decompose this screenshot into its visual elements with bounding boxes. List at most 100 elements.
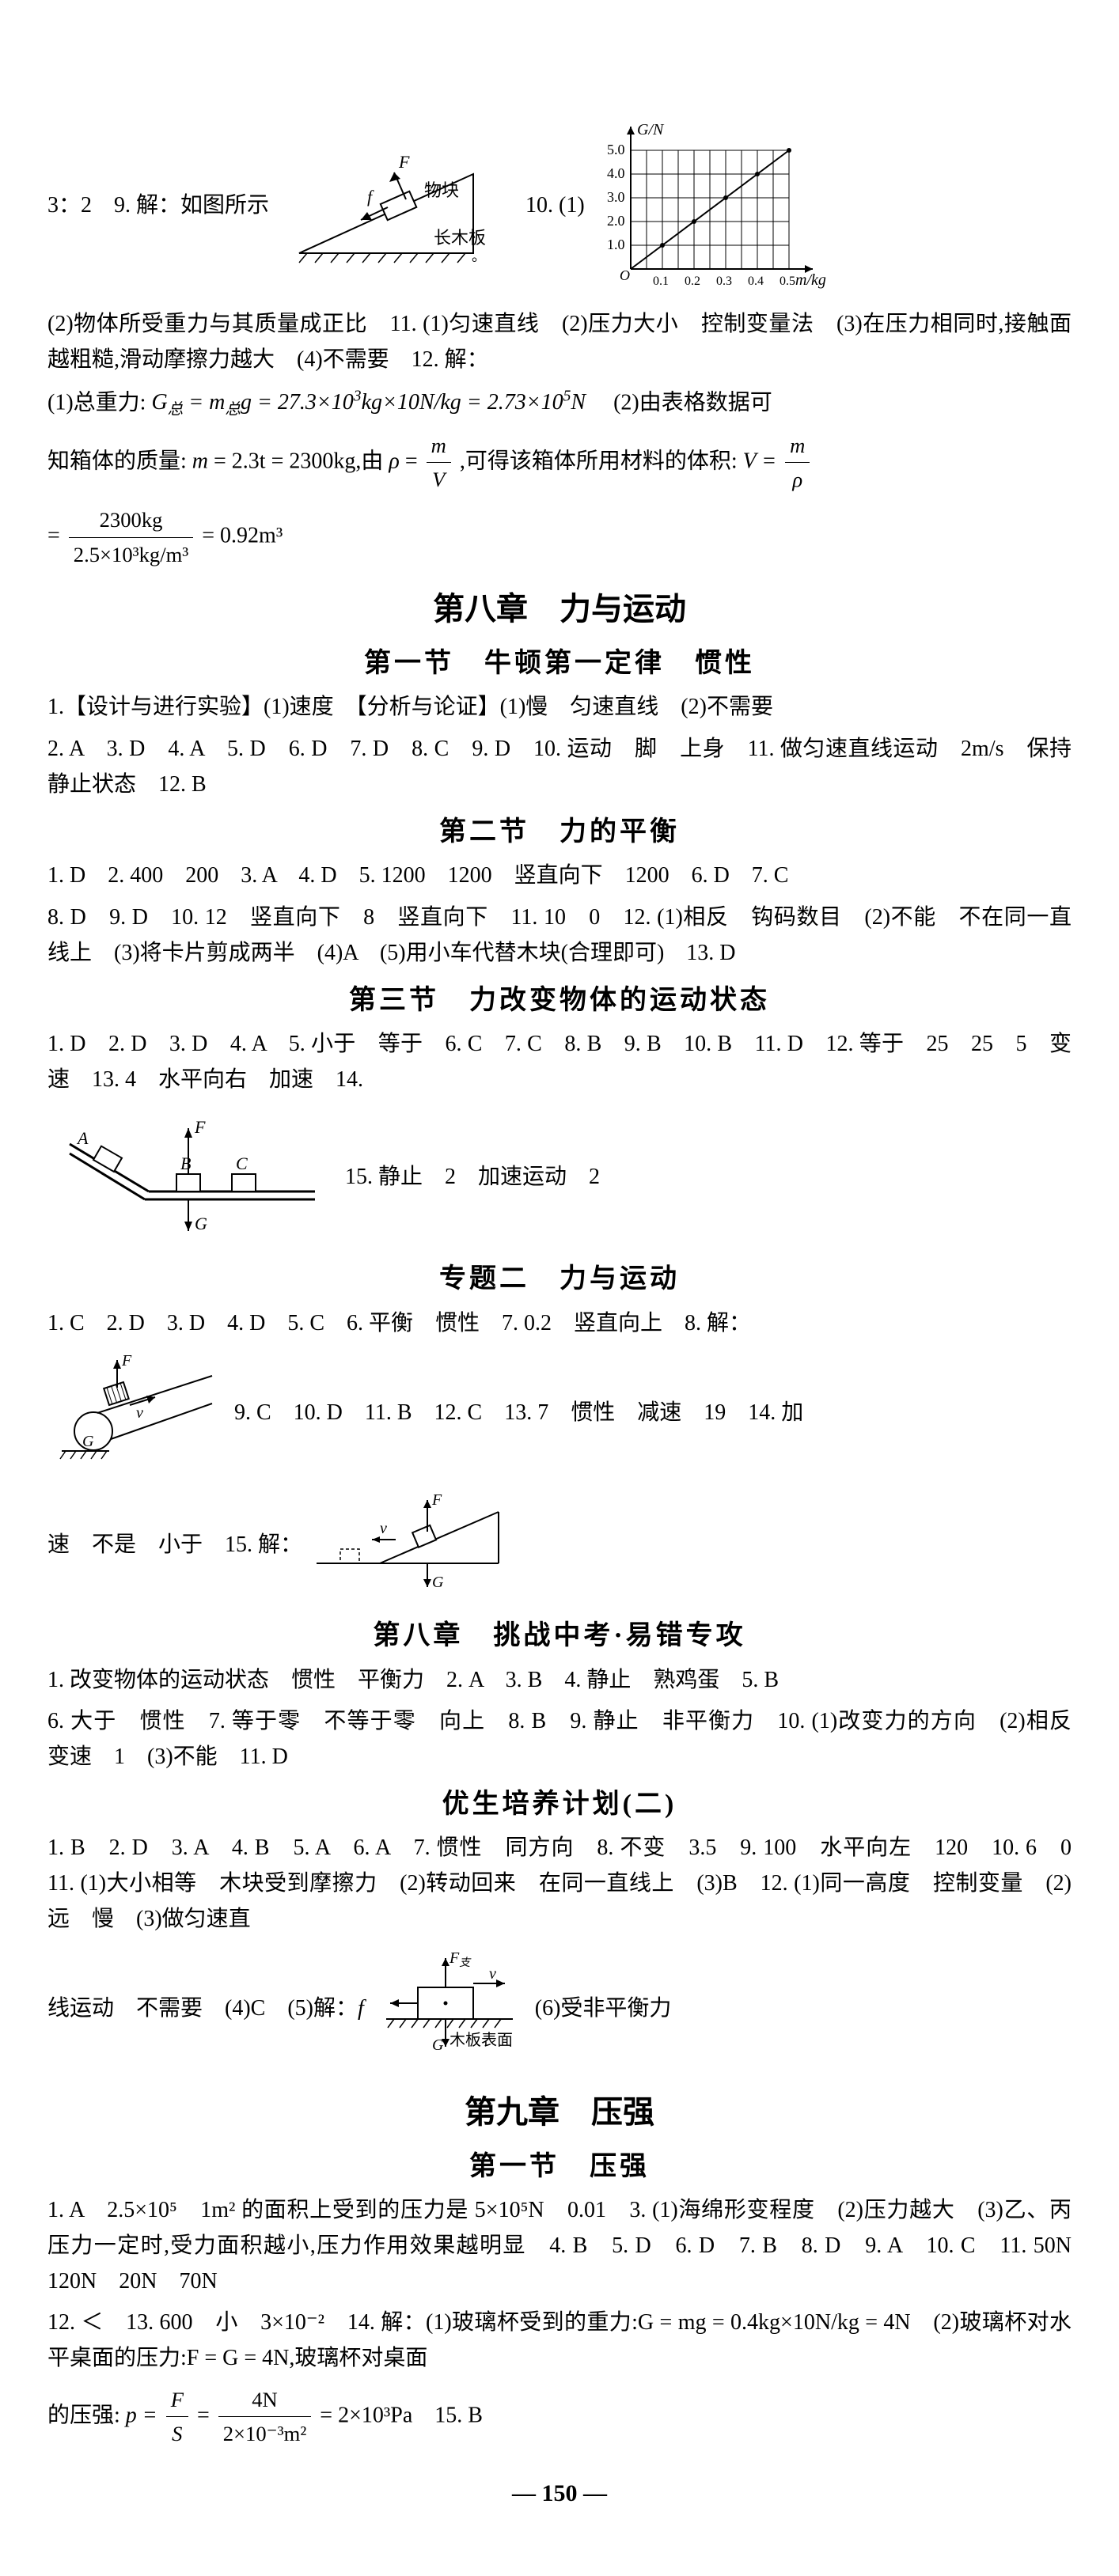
- ch8-s1-l2: 2. A 3. D 4. A 5. D 6. D 7. D 8. C 9. D …: [47, 732, 1072, 803]
- svg-text:G: G: [195, 1214, 207, 1233]
- bf-num: 2300kg: [69, 503, 193, 538]
- rho-frac: m V: [427, 429, 451, 497]
- svg-text:v: v: [136, 1404, 143, 1422]
- ch8-s2-title: 第二节 力的平衡: [47, 811, 1072, 854]
- chapter9-title: 第九章 压强: [47, 2087, 1072, 2138]
- ch8-s3-l2: 15. 静止 2 加速运动 2: [345, 1160, 600, 1195]
- t3-post: (2)由表格数据可: [591, 390, 772, 415]
- svg-text:长木板: 长木板: [434, 228, 486, 248]
- t3-pre: (1)总重力:: [47, 390, 146, 415]
- top-line5: = 2300kg 2.5×10³kg/m³ = 0.92m³: [47, 503, 1072, 571]
- ch9-s1-title: 第一节 压强: [47, 2146, 1072, 2188]
- svg-text:0.3: 0.3: [716, 275, 732, 288]
- ch8-s3-l1: 1. D 2. D 3. D 4. A 5. 小于 等于 6. C 7. C 8…: [47, 1027, 1072, 1098]
- l3-post: = 2×10³Pa 15. B: [320, 2403, 483, 2427]
- svg-text:F支: F支: [449, 1949, 472, 1969]
- fs-num: F: [166, 2383, 188, 2418]
- svg-text:G: G: [82, 1433, 94, 1450]
- text-3-2: 3：2 9. 解：如图所示: [47, 188, 269, 224]
- big-frac: 2300kg 2.5×10³kg/m³: [69, 503, 193, 571]
- ch8-topic2-title: 专题二 力与运动: [47, 1258, 1072, 1301]
- pressure-frac: 4N 2×10⁻³m²: [218, 2383, 312, 2451]
- svg-text:O: O: [620, 267, 630, 283]
- svg-text:F: F: [194, 1117, 206, 1137]
- t4-mass: m = 2.3t = 2300kg,由 ρ =: [192, 449, 423, 473]
- fs-frac: F S: [166, 2383, 188, 2451]
- v-eq: V =: [743, 449, 783, 473]
- bf-den: 2.5×10³kg/m³: [69, 538, 193, 572]
- t4-mid: ,可得该箱体所用材料的体积:: [460, 449, 738, 473]
- svg-text:G: G: [432, 1574, 444, 1591]
- svg-text:3.0: 3.0: [607, 189, 625, 205]
- ch8-s3-title: 第三节 力改变物体的运动状态: [47, 979, 1072, 1022]
- ch8-t2-l3-row: 速 不是 小于 15. 解： v F G: [47, 1484, 1072, 1607]
- svg-text:G: G: [432, 2036, 444, 2054]
- svg-text:v: v: [380, 1520, 387, 1537]
- pf-den: 2×10⁻³m²: [218, 2417, 312, 2451]
- svg-text:f: f: [367, 187, 374, 206]
- rho-num: m: [427, 429, 451, 464]
- svg-text:F: F: [398, 152, 410, 172]
- top-line4: 知箱体的质量: m = 2.3t = 2300kg,由 ρ = m V ,可得该…: [47, 429, 1072, 497]
- conveyor-diagram: F v G: [54, 1348, 228, 1479]
- ch9-s1-l2: 12. ＜ 13. 600 小 3×10⁻² 14. 解：(1)玻璃杯受到的重力…: [47, 2305, 1072, 2377]
- ch8-t2-diagram1-row: F v G 9. C 10. D 11. B 12. C 13. 7 惯性 减速…: [47, 1348, 1072, 1479]
- svg-text:v: v: [489, 1965, 496, 1983]
- ch8-p2-l2-row: 线运动 不需要 (4)C (5)解： f: [47, 1944, 1072, 2074]
- ch8-p2-l2-post: (6)受非平衡力: [535, 1991, 672, 2027]
- svg-text:1.0: 1.0: [607, 237, 625, 252]
- l3-pre: 的压强:: [47, 2403, 120, 2427]
- svg-text:0.2: 0.2: [685, 275, 700, 288]
- svg-text:。: 。: [472, 248, 486, 264]
- svg-text:0.4: 0.4: [748, 275, 764, 288]
- svg-text:C: C: [236, 1154, 248, 1173]
- ch8-s2-l1: 1. D 2. 400 200 3. A 4. D 5. 1200 1200 竖…: [47, 858, 1072, 894]
- ch8-s1-title: 第一节 牛顿第一定律 惯性: [47, 642, 1072, 685]
- block-surface-diagram: v F支 G 木板表面: [370, 1944, 529, 2074]
- t3-formula: G总 = m总g = 27.3×103kg×10N/kg = 2.73×105N: [151, 390, 586, 415]
- top-line2: (2)物体所受重力与其质量成正比 11. (1)匀速直线 (2)压力大小 控制变…: [47, 307, 1072, 378]
- f-label: f: [358, 1991, 364, 2027]
- mr-den: ρ: [785, 463, 810, 497]
- ch9-s1-l1: 1. A 2.5×10⁵ 1m² 的面积上受到的压力是 5×10⁵N 0.01 …: [47, 2193, 1072, 2299]
- pf-num: 4N: [218, 2383, 312, 2418]
- incline-fvg-diagram: v F G: [309, 1484, 514, 1607]
- rho-den: V: [427, 463, 451, 497]
- svg-text:物块: 物块: [424, 180, 459, 200]
- svg-text:2.0: 2.0: [607, 213, 625, 229]
- ch8-t2-l1: 1. C 2. D 3. D 4. D 5. C 6. 平衡 惯性 7. 0.2…: [47, 1306, 1072, 1342]
- ch8-t2-l2: 9. C 10. D 11. B 12. C 13. 7 惯性 减速 19 14…: [234, 1396, 803, 1431]
- ch8-t2-l3-pre: 速 不是 小于 15. 解：: [47, 1528, 302, 1563]
- page-num-value: 150: [542, 2480, 578, 2506]
- ch8-p2-l2-pre: 线运动 不需要 (4)C (5)解：: [47, 1991, 358, 2027]
- mr-num: m: [785, 429, 810, 464]
- svg-text:m/kg: m/kg: [795, 271, 826, 289]
- incline-diagram: F f 物块 长木板 。: [275, 142, 497, 269]
- p-eq: p =: [126, 2403, 163, 2427]
- result: = 0.92m³: [202, 523, 283, 547]
- svg-text:4.0: 4.0: [607, 165, 625, 181]
- ramp-fg-diagram: A B C F G: [54, 1104, 339, 1251]
- svg-text:F: F: [431, 1491, 442, 1509]
- ch8-s2-l2: 8. D 9. D 10. 12 竖直向下 8 竖直向下 11. 10 0 12…: [47, 900, 1072, 972]
- svg-text:F: F: [121, 1352, 132, 1369]
- svg-text:A: A: [76, 1128, 89, 1148]
- fs-den: S: [166, 2417, 188, 2451]
- svg-text:0.1: 0.1: [653, 275, 669, 288]
- text-10-1: 10. (1): [503, 188, 585, 224]
- eq-mid: =: [197, 2403, 215, 2427]
- eq-pre: =: [47, 523, 66, 547]
- ch8-ch-l1: 1. 改变物体的运动状态 惯性 平衡力 2. A 3. B 4. 静止 熟鸡蛋 …: [47, 1663, 1072, 1699]
- top-row-1: 3：2 9. 解：如图所示: [47, 111, 1072, 301]
- t4-pre: 知箱体的质量:: [47, 449, 187, 473]
- ch8-s3-diagram-row: A B C F G 15. 静止 2 加速运动 2: [47, 1104, 1072, 1251]
- ch9-s1-l3: 的压强: p = F S = 4N 2×10⁻³m² = 2×10³Pa 15.…: [47, 2383, 1072, 2451]
- gn-graph: G/N m/kg O 1.0 2.0 3.0 4.0 5.0 0.1 0.2 0…: [591, 111, 829, 301]
- svg-text:木板表面: 木板表面: [449, 2031, 513, 2049]
- ch8-challenge-title: 第八章 挑战中考·易错专攻: [47, 1615, 1072, 1657]
- svg-text:B: B: [180, 1154, 191, 1173]
- ch8-p2-l1: 1. B 2. D 3. A 4. B 5. A 6. A 7. 惯性 同方向 …: [47, 1831, 1072, 1937]
- svg-text:0.5: 0.5: [780, 275, 795, 288]
- top-line3: (1)总重力: G总 = m总g = 27.3×103kg×10N/kg = 2…: [47, 385, 1072, 422]
- svg-text:G/N: G/N: [637, 121, 665, 138]
